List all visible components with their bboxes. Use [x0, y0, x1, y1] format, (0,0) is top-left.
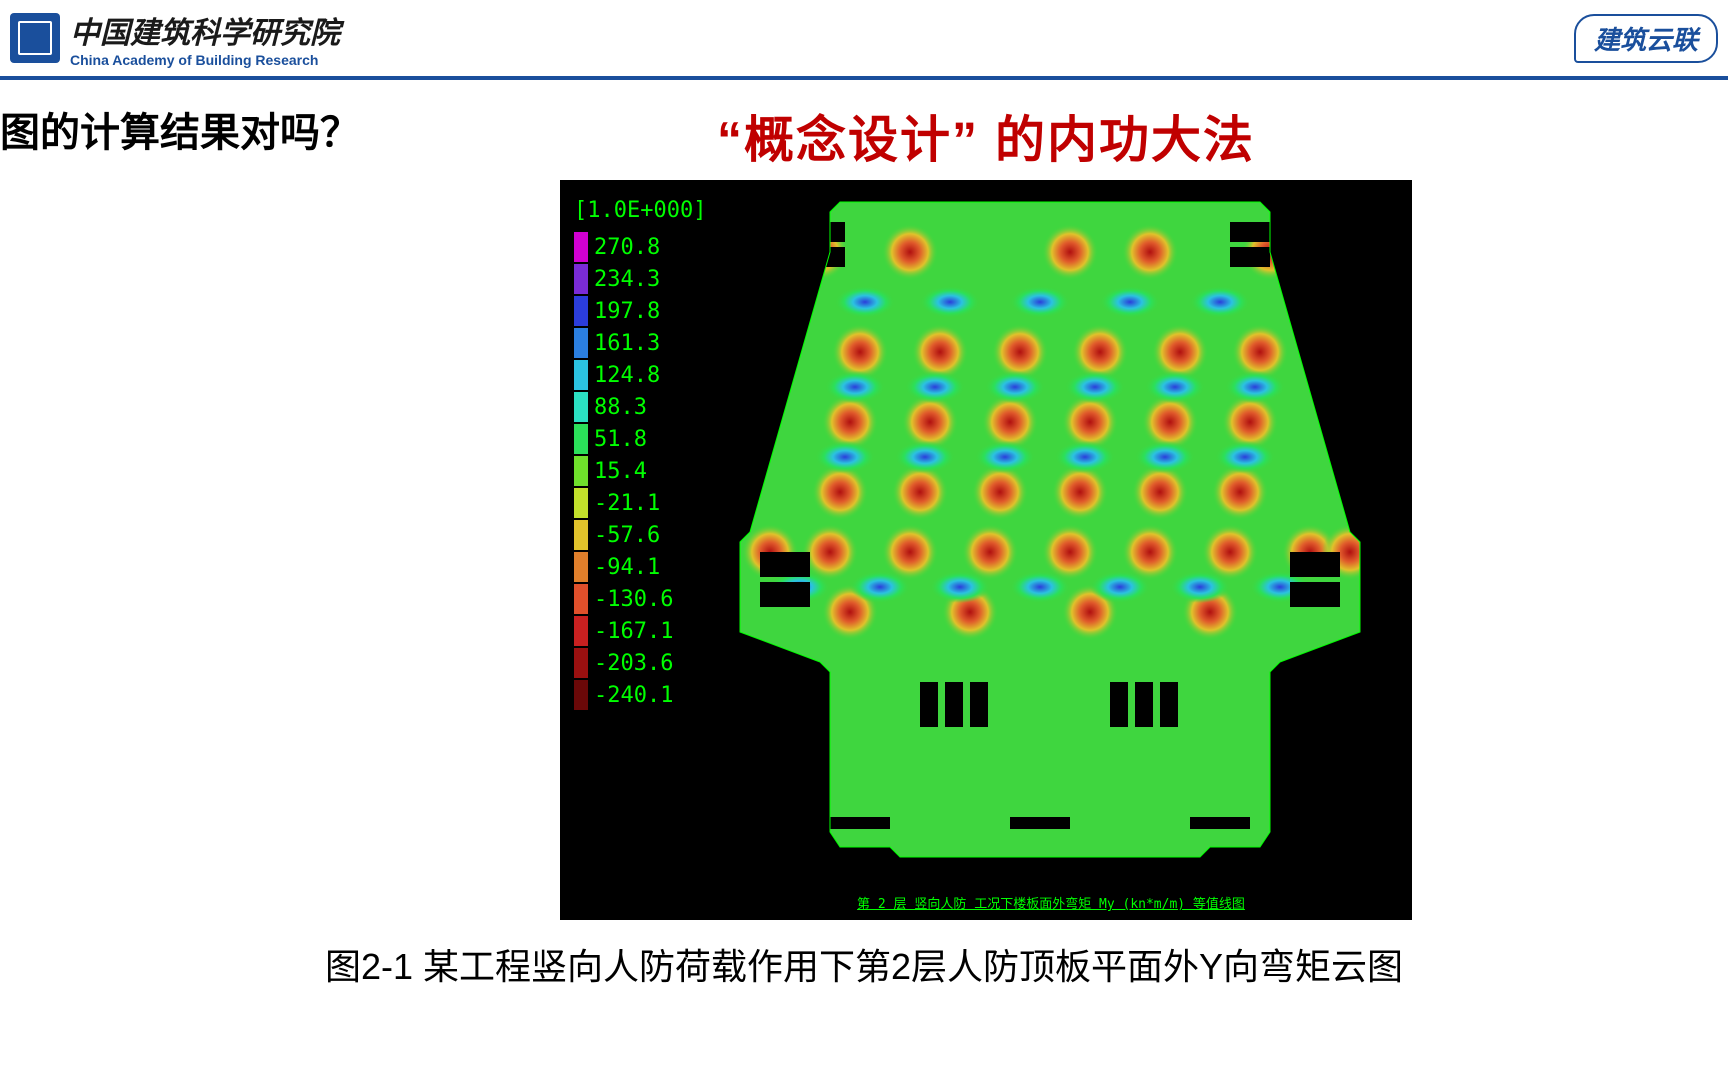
legend-row: -130.6 — [574, 583, 690, 615]
figure-area: [1.0E+000] 270.8 234.3 197.8 161.3 124.8 88.3… — [560, 180, 1412, 920]
legend-row: -203.6 — [574, 647, 690, 679]
legend-row: -94.1 — [574, 551, 690, 583]
legend-column: [1.0E+000] 270.8 234.3 197.8 161.3 124.8 88.3… — [560, 180, 690, 920]
legend-value: -167.1 — [594, 619, 673, 644]
legend-swatch — [574, 680, 588, 710]
legend-value: 15.4 — [594, 459, 647, 484]
legend-value: -21.1 — [594, 491, 660, 516]
header: 中国建筑科学研究院 China Academy of Building Rese… — [0, 0, 1728, 80]
contour-plot: [1.0E+000] 270.8 234.3 197.8 161.3 124.8 88.3… — [560, 180, 1412, 920]
legend-value: -130.6 — [594, 587, 673, 612]
legend-value: 124.8 — [594, 363, 660, 388]
legend-row: 197.8 — [574, 295, 690, 327]
legend-row: -57.6 — [574, 519, 690, 551]
legend-row: -240.1 — [574, 679, 690, 711]
legend-swatch — [574, 648, 588, 678]
legend-row: 270.8 — [574, 231, 690, 263]
main-title: “概念设计” 的内功大法 — [717, 100, 1255, 172]
legend-value: -203.6 — [594, 651, 673, 676]
legend-value: -240.1 — [594, 683, 673, 708]
legend-swatch — [574, 296, 588, 326]
legend-value: -94.1 — [594, 555, 660, 580]
org-logo-icon — [10, 13, 60, 63]
legend-unit: [1.0E+000] — [574, 198, 690, 223]
legend-row: 88.3 — [574, 391, 690, 423]
legend-value: 161.3 — [594, 331, 660, 356]
legend-value: 197.8 — [594, 299, 660, 324]
legend-swatch — [574, 328, 588, 358]
org-name-cn: 中国建筑科学研究院 — [70, 8, 340, 52]
legend-value: 88.3 — [594, 395, 647, 420]
main-title-block: “概念设计” 的内功大法 [1.0E+000] 270.8 234.3 197.8 1… — [560, 100, 1412, 920]
legend-row: 234.3 — [574, 263, 690, 295]
legend-row: -167.1 — [574, 615, 690, 647]
legend-swatch — [574, 552, 588, 582]
legend-swatch — [574, 360, 588, 390]
question-title: 图的计算结果对吗？ — [0, 100, 360, 158]
slab-contour-svg — [710, 192, 1390, 872]
legend-value: -57.6 — [594, 523, 660, 548]
partner-logo: 建筑云联 — [1574, 14, 1718, 63]
legend-swatch — [574, 424, 588, 454]
legend-value: 270.8 — [594, 235, 660, 260]
legend-swatch — [574, 392, 588, 422]
plot-area: 第 2 层 竖向人防 工况下楼板面外弯矩 My (kn*m/m) 等值线图 — [690, 180, 1412, 920]
legend-swatch — [574, 584, 588, 614]
plot-footer-label: 第 2 层 竖向人防 工况下楼板面外弯矩 My (kn*m/m) 等值线图 — [857, 893, 1245, 912]
legend-row: -21.1 — [574, 487, 690, 519]
legend-row: 124.8 — [574, 359, 690, 391]
org-text: 中国建筑科学研究院 China Academy of Building Rese… — [70, 8, 340, 68]
org-logo-block: 中国建筑科学研究院 China Academy of Building Rese… — [10, 8, 340, 68]
legend-value: 51.8 — [594, 427, 647, 452]
legend-swatch — [574, 616, 588, 646]
title-row: 图的计算结果对吗？ “概念设计” 的内功大法 [1.0E+000] 270.8 2… — [0, 80, 1728, 920]
legend-row: 161.3 — [574, 327, 690, 359]
legend-swatch — [574, 264, 588, 294]
legend-row: 15.4 — [574, 455, 690, 487]
legend-value: 234.3 — [594, 267, 660, 292]
legend-swatch — [574, 488, 588, 518]
legend-swatch — [574, 456, 588, 486]
legend-row: 51.8 — [574, 423, 690, 455]
legend-swatch — [574, 232, 588, 262]
figure-caption: 图2-1 某工程竖向人防荷载作用下第2层人防顶板平面外Y向弯矩云图 — [0, 938, 1728, 990]
legend-swatch — [574, 520, 588, 550]
org-name-en: China Academy of Building Research — [70, 52, 340, 68]
